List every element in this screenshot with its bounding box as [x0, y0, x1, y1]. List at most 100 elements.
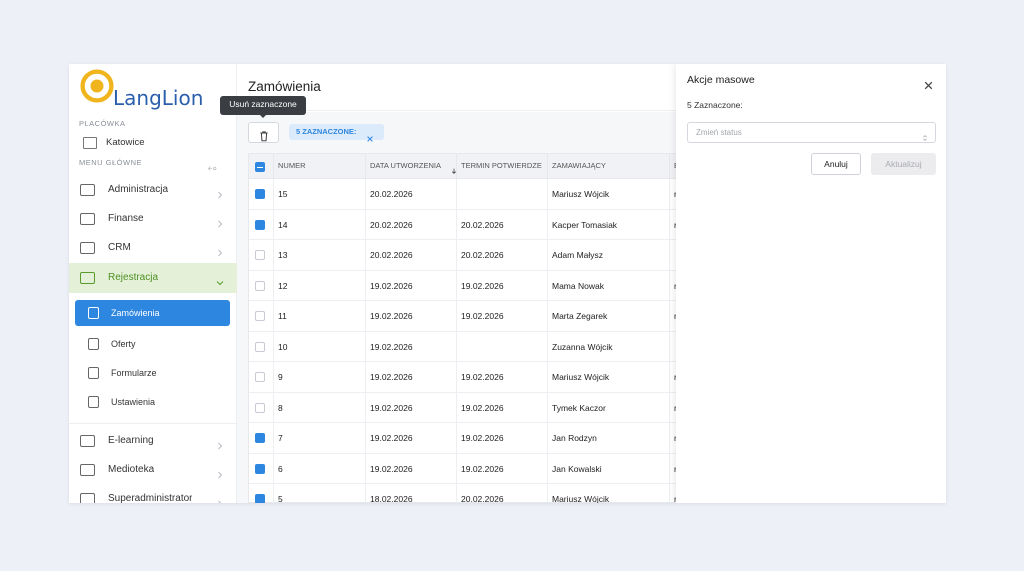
table-cell: 19.02.2026 — [461, 464, 546, 474]
chevron — [215, 185, 225, 195]
checkbox[interactable] — [255, 494, 265, 503]
table-row[interactable]: 1219.02.202619.02.2026Mama Nowakr — [249, 271, 689, 302]
table-cell: 19.02.2026 — [461, 311, 546, 321]
chevron — [215, 243, 225, 253]
cell-divider — [547, 179, 548, 210]
menu-label: Administracja — [108, 183, 168, 197]
menu-icon — [80, 464, 95, 476]
column-header[interactable]: ZAMAWIAJĄCY — [552, 161, 668, 170]
menu-label: Medioteka — [108, 463, 154, 477]
close-button[interactable] — [923, 76, 934, 87]
menu-label: Formularze — [111, 366, 157, 380]
checkbox-tick — [256, 495, 264, 503]
cell-divider — [547, 240, 548, 271]
cancel-button[interactable]: Anuluj — [811, 153, 861, 175]
table-row[interactable]: 1119.02.202619.02.2026Marta Zegarekr — [249, 301, 689, 332]
table-row[interactable]: 1520.02.2026Mariusz Wójcikr — [249, 179, 689, 210]
menu-icon — [80, 493, 95, 504]
select-arrows-svg — [921, 133, 929, 143]
table-cell: 19.02.2026 — [461, 281, 546, 291]
cell-divider — [669, 271, 670, 302]
menu-label: Zamówienia — [111, 306, 160, 320]
close-button-svg — [923, 80, 934, 91]
cell-divider — [547, 210, 548, 241]
column-header[interactable]: DATA UTWORZENIA — [370, 161, 455, 170]
cell-divider — [273, 423, 274, 454]
status-select[interactable]: Zmień status — [687, 122, 936, 143]
chevron — [215, 494, 225, 504]
cell-divider — [365, 423, 366, 454]
checkbox[interactable] — [255, 311, 265, 321]
table-row[interactable]: 619.02.202619.02.2026Jan Kowalskir — [249, 454, 689, 485]
menu-item[interactable]: Finanse — [69, 204, 237, 233]
cell-divider — [365, 393, 366, 424]
selection-chip: 5 ZAZNACZONE: — [289, 124, 384, 140]
menu-item[interactable]: Superadministrator — [69, 484, 237, 503]
delete-button[interactable] — [248, 122, 279, 143]
table-row[interactable]: 819.02.202619.02.2026Tymek Kaczorr — [249, 393, 689, 424]
checkbox[interactable] — [255, 433, 265, 443]
checkbox-tick-svg — [256, 441, 264, 449]
table-row[interactable]: 518.02.202620.02.2026Mariusz Wójcikr — [249, 484, 689, 503]
checkbox[interactable] — [255, 281, 265, 291]
cell-divider — [547, 332, 548, 363]
submenu-item[interactable]: Formularze — [69, 358, 237, 387]
column-header[interactable]: NUMER — [278, 161, 364, 170]
column-header[interactable]: TERMIN POTWIERDZE — [461, 161, 546, 170]
menu-icon — [80, 272, 95, 284]
table-cell: 13 — [278, 250, 364, 260]
menu-label: Rejestracja — [108, 271, 158, 285]
menu-label: Oferty — [111, 337, 136, 351]
menu-icon — [88, 396, 99, 408]
menu-item[interactable]: CRM — [69, 233, 237, 262]
table-cell: 19.02.2026 — [461, 403, 546, 413]
menu-item[interactable]: Medioteka — [69, 455, 237, 484]
submenu-item[interactable]: Oferty — [69, 329, 237, 358]
table-cell: 14 — [278, 220, 364, 230]
cell-divider — [365, 484, 366, 503]
checkbox[interactable] — [255, 250, 265, 260]
submenu-item[interactable]: Zamówienia — [75, 300, 230, 326]
cell-divider — [365, 179, 366, 210]
table-row[interactable]: 1320.02.202620.02.2026Adam Małysz — [249, 240, 689, 271]
cell-divider — [669, 179, 670, 210]
collapse-icon — [202, 158, 222, 167]
panel-title: Akcje masowe — [687, 74, 755, 86]
cell-divider — [273, 454, 274, 485]
chevron-svg — [215, 190, 225, 200]
menu-label: CRM — [108, 241, 131, 255]
checkbox[interactable] — [255, 372, 265, 382]
checkbox[interactable] — [255, 189, 265, 199]
menu-item[interactable]: E-learning — [69, 426, 237, 455]
table-row[interactable]: 1420.02.202620.02.2026Kacper Tomasiakr — [249, 210, 689, 241]
table-cell: Kacper Tomasiak — [552, 220, 668, 230]
checkbox[interactable] — [255, 220, 265, 230]
checkbox-tick — [256, 221, 264, 229]
checkbox[interactable] — [255, 464, 265, 474]
table-row[interactable]: 919.02.202619.02.2026Mariusz Wójcikr — [249, 362, 689, 393]
cell-divider — [456, 484, 457, 503]
cell-divider — [456, 362, 457, 393]
cell-divider — [365, 301, 366, 332]
table-cell: 19.02.2026 — [370, 342, 455, 352]
submenu-item[interactable]: Ustawienia — [69, 387, 237, 416]
table-cell: Mama Nowak — [552, 281, 668, 291]
cell-divider — [669, 484, 670, 503]
chevron — [215, 465, 225, 475]
menu-item[interactable]: Administracja — [69, 175, 237, 204]
menu-label: Finanse — [108, 212, 144, 226]
table-row[interactable]: 1019.02.2026Zuzanna Wójcik — [249, 332, 689, 363]
menu-item[interactable]: Rejestracja — [69, 263, 237, 293]
table-cell: 9 — [278, 372, 364, 382]
checkbox[interactable] — [255, 162, 265, 172]
table-row[interactable]: 719.02.202619.02.2026Jan Rodzynr — [249, 423, 689, 454]
checkbox[interactable] — [255, 403, 265, 413]
branch-name[interactable]: Katowice — [106, 137, 145, 148]
table-cell: Mariusz Wójcik — [552, 494, 668, 503]
checkbox[interactable] — [255, 342, 265, 352]
cell-divider — [273, 210, 274, 241]
menu-icon — [80, 213, 95, 225]
menu-label: Superadministrator — [108, 492, 192, 504]
cell-divider — [456, 393, 457, 424]
